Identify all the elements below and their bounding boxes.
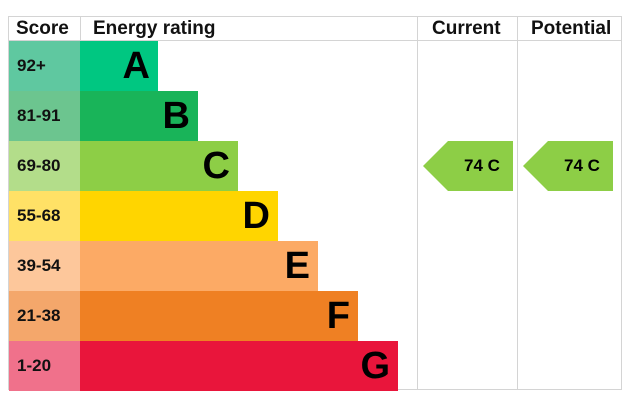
band-letter: A: [122, 45, 150, 87]
potential-rating-arrow: 74 C: [523, 141, 613, 191]
potential-rating-label: 74 C: [564, 156, 600, 175]
header-score: Score: [16, 18, 69, 39]
divider: [417, 16, 418, 390]
band-letter: E: [284, 245, 310, 287]
header-current: Current: [432, 18, 501, 39]
current-rating-label: 74 C: [464, 156, 500, 175]
divider: [8, 40, 622, 41]
header-energy-rating: Energy rating: [93, 18, 216, 39]
divider: [517, 16, 518, 390]
current-rating-arrow: 74 C: [423, 141, 513, 191]
band-bar-c: C: [80, 141, 238, 191]
score-range-c: 69-80: [9, 141, 80, 191]
band-letter: B: [162, 95, 190, 137]
score-range-f: 21-38: [9, 291, 80, 341]
score-range-g: 1-20: [9, 341, 80, 391]
band-bar-d: D: [80, 191, 278, 241]
band-bar-b: B: [80, 91, 198, 141]
band-bar-e: E: [80, 241, 318, 291]
band-letter: D: [242, 195, 270, 237]
band-bar-g: G: [80, 341, 398, 391]
band-letter: C: [202, 145, 230, 187]
score-range-b: 81-91: [9, 91, 80, 141]
divider: [80, 16, 81, 41]
score-range-d: 55-68: [9, 191, 80, 241]
band-bar-f: F: [80, 291, 358, 341]
score-range-a: 92+: [9, 41, 80, 91]
score-range-e: 39-54: [9, 241, 80, 291]
header-potential: Potential: [531, 18, 612, 39]
band-letter: G: [360, 345, 390, 387]
band-letter: F: [326, 295, 350, 337]
band-bar-a: A: [80, 41, 158, 91]
